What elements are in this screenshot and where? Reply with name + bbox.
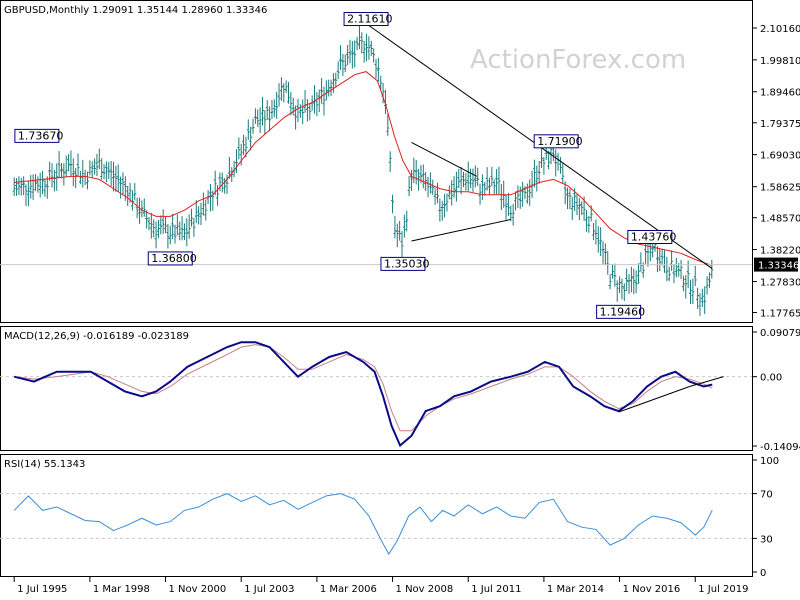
macd-y-tick-label: -0.14094: [760, 442, 800, 453]
price-y-tick-label: 1.38220: [760, 246, 800, 257]
macd-line: [13, 341, 713, 448]
rsi-panel-title: RSI(14) 55.1343: [4, 459, 85, 470]
price-annotation-label: 1.73670: [18, 129, 64, 142]
price-annotation-label: 2.11610: [347, 13, 393, 26]
price-annotation-box: [596, 304, 642, 319]
x-axis-tick-label: 1 Nov 2008: [396, 584, 454, 595]
rsi-y-tick-label: 70: [760, 490, 773, 501]
macd-layer: [0, 341, 752, 448]
price-annotation-label: 1.43760: [631, 230, 677, 243]
price-annotation-box: [14, 128, 60, 143]
rsi-y-tick-label: 100: [760, 456, 779, 467]
macd-y-tick-label: 0.00: [760, 373, 782, 384]
watermark: ActionForex.com: [470, 45, 686, 75]
rsi-layer: [0, 493, 752, 556]
current-price-label: 1.33346: [758, 261, 799, 272]
macd-y-tick-label: 0.090798: [760, 328, 800, 339]
price-panel-title: GBPUSD,Monthly 1.29091 1.35144 1.28960 1…: [4, 5, 267, 16]
price-annotation-box: [533, 134, 579, 149]
rsi-y-tick-label: 0: [760, 568, 766, 579]
x-axis-tick-label: 1 Nov 2016: [623, 584, 681, 595]
rsi-line: [13, 493, 713, 556]
price-y-tick-label: 2.10160: [760, 24, 800, 35]
macd-trendline: [689, 376, 724, 387]
macd-trendline: [618, 386, 690, 413]
price-trendline: [411, 141, 477, 177]
x-axis-tick-label: 1 Nov 2000: [169, 584, 227, 595]
x-axis-tick-label: 1 Mar 1998: [93, 584, 150, 595]
price-y-tick-label: 1.89460: [760, 88, 800, 99]
current-price-marker: [754, 257, 798, 272]
price-y-tick-label: 1.69030: [760, 151, 800, 162]
price-layer: 2.11610 1.73670 1.36800 1.35030 1.71900 1.437…: [0, 12, 752, 319]
macd-panel-title: MACD(12,26,9) -0.016189 -0.023189: [4, 331, 189, 342]
x-axis-tick-label: 1 Jul 2011: [471, 584, 521, 595]
price-annotation-box: [147, 251, 193, 266]
price-y-tick-label: 1.58625: [760, 183, 800, 194]
price-annotation-label: 1.71900: [537, 135, 583, 148]
rsi-y-tick-label: 30: [760, 534, 773, 545]
x-axis-tick-label: 1 Jul 2003: [244, 584, 294, 595]
price-y-tick-label: 1.48570: [760, 214, 800, 225]
x-axis-tick-label: 1 Mar 2006: [320, 584, 377, 595]
price-annotation-label: 1.19460: [600, 305, 646, 318]
x-axis-tick-label: 1 Jul 2019: [698, 584, 748, 595]
price-y-tick-label: 1.17765: [760, 309, 800, 320]
price-y-tick-label: 1.79375: [760, 119, 800, 130]
price-y-tick-label: 1.27830: [760, 278, 800, 289]
price-annotation-label: 1.36800: [151, 252, 197, 265]
price-annotation-box: [343, 12, 389, 27]
price-y-tick-label: 1.99810: [760, 56, 800, 67]
price-annotation-box: [380, 256, 426, 271]
rsi-panel: [0, 454, 753, 577]
price-annotation-box: [627, 229, 673, 244]
x-axis-tick-label: 1 Jul 1995: [17, 584, 67, 595]
x-axis-tick-label: 1 Mar 2014: [547, 584, 604, 595]
axes-layer: 2.10160 1.99810 1.89460 1.79375 1.69030 1.586…: [13, 24, 800, 595]
price-annotation-label: 1.35030: [384, 257, 430, 270]
moving-average-line: [14, 71, 713, 267]
macd-panel: [0, 326, 753, 451]
price-trendline: [411, 218, 511, 242]
